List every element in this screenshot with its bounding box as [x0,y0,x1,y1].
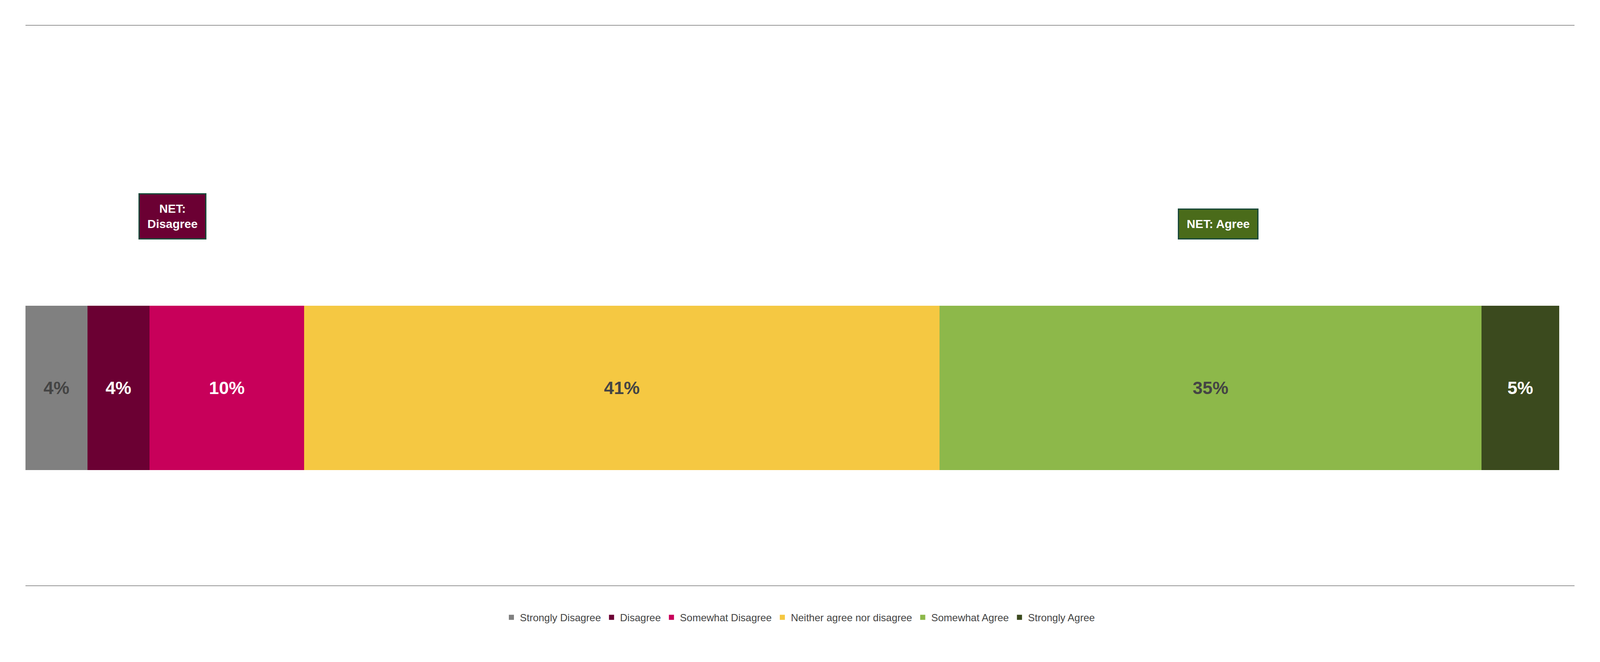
svg-text:35%: 35% [1192,378,1229,398]
svg-text:Disagree: Disagree [620,612,661,624]
svg-text:4%: 4% [105,378,132,398]
svg-text:Somewhat Agree: Somewhat Agree [931,612,1009,624]
svg-text:Neither agree nor disagree: Neither agree nor disagree [790,612,913,624]
svg-text:NET: Agree: NET: Agree [1186,217,1250,231]
svg-text:41%: 41% [603,378,640,398]
svg-text:5%: 5% [1507,378,1534,398]
svg-text:4%: 4% [43,378,70,398]
svg-text:10%: 10% [208,378,245,398]
svg-text:Somewhat Disagree: Somewhat Disagree [680,612,772,624]
svg-text:Strongly Agree: Strongly Agree [1027,612,1095,624]
svg-text:NET:Disagree: NET:Disagree [147,202,198,231]
svg-text:Strongly Disagree: Strongly Disagree [519,612,602,624]
